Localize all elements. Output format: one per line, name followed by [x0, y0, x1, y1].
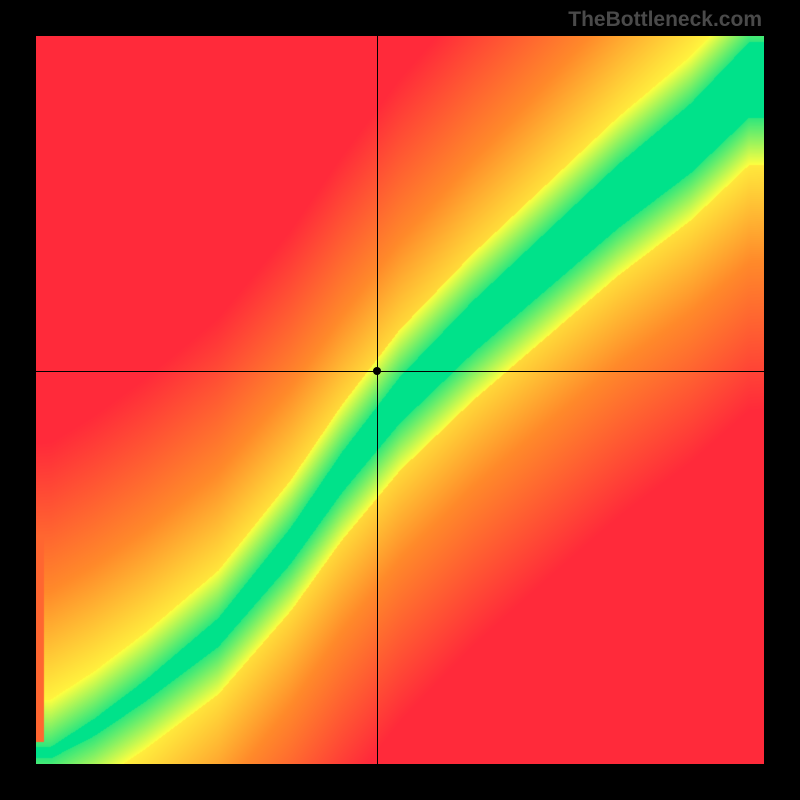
- heatmap-canvas: [36, 36, 764, 764]
- crosshair-vertical: [377, 36, 378, 764]
- watermark-text: TheBottleneck.com: [568, 8, 762, 32]
- plot-area: [36, 36, 764, 764]
- chart-container: TheBottleneck.com: [0, 0, 800, 800]
- marker-dot: [373, 367, 381, 375]
- crosshair-horizontal: [36, 371, 764, 372]
